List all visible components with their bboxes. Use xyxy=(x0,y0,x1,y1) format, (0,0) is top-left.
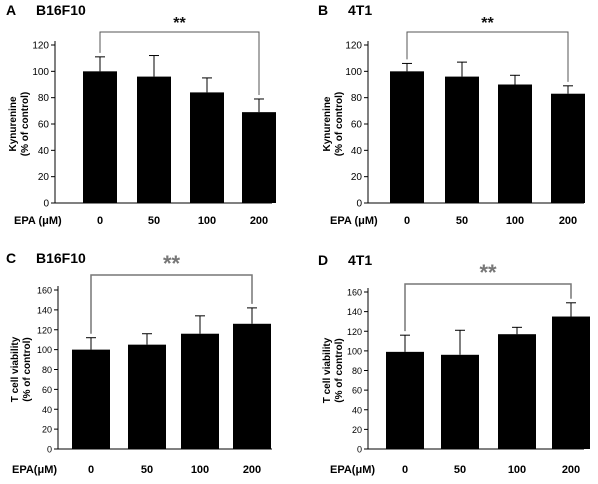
y-tick-label: 140 xyxy=(347,307,362,317)
y-tick-label: 20 xyxy=(351,172,363,183)
y-tick-label: 60 xyxy=(352,386,362,396)
y-tick-label: 40 xyxy=(352,405,362,415)
x-tick-label: 50 xyxy=(141,464,153,476)
y-tick-label: 0 xyxy=(43,199,49,210)
y-axis-label: Kynurenine xyxy=(8,96,19,151)
panel-letter: B xyxy=(318,2,328,18)
x-tick-label: 0 xyxy=(402,464,408,476)
y-tick-label: 140 xyxy=(37,305,52,315)
panel-title: 4T1 xyxy=(348,2,372,18)
bar-50 xyxy=(128,344,166,449)
x-tick-label: 100 xyxy=(191,464,209,476)
x-tick-label: 100 xyxy=(506,215,524,227)
y-tick-label: 60 xyxy=(351,120,363,131)
x-tick-label: 50 xyxy=(456,215,468,227)
significance-stars: ** xyxy=(479,260,497,285)
x-tick-label: 100 xyxy=(198,215,216,227)
x-tick-label: 200 xyxy=(562,464,580,476)
y-tick-label: 40 xyxy=(42,405,52,415)
bar-0 xyxy=(83,71,117,203)
x-axis-label: EPA (μM) xyxy=(330,215,378,227)
significance-bracket xyxy=(406,31,569,82)
x-tick-label: 0 xyxy=(88,464,94,476)
bar-100 xyxy=(181,333,219,449)
significance-stars: ** xyxy=(173,15,186,32)
bar-100 xyxy=(498,84,532,203)
y-tick-label: 20 xyxy=(42,425,52,435)
y-tick-label: 0 xyxy=(356,199,362,210)
y-axis-label: (% of control) xyxy=(22,337,33,401)
y-tick-label: 20 xyxy=(38,172,50,183)
bar-200 xyxy=(551,93,585,203)
bar-50 xyxy=(137,76,171,203)
y-tick-label: 80 xyxy=(352,366,362,376)
y-tick-label: 20 xyxy=(352,425,362,435)
significance-bracket xyxy=(404,283,572,332)
x-tick-label: 200 xyxy=(243,464,261,476)
x-axis-label: EPA (μM) xyxy=(14,215,62,227)
y-tick-label: 160 xyxy=(37,286,52,296)
bar-50 xyxy=(445,76,479,203)
y-tick-label: 60 xyxy=(38,120,50,131)
significance-stars: ** xyxy=(163,251,181,276)
y-tick-label: 0 xyxy=(47,445,52,455)
x-tick-label: 200 xyxy=(250,215,268,227)
panel-letter: C xyxy=(6,250,16,266)
significance-bracket xyxy=(90,274,253,334)
panel-title: 4T1 xyxy=(348,252,372,268)
y-axis-label: (% of control) xyxy=(334,92,345,156)
panel-title: B16F10 xyxy=(36,250,86,266)
bar-0 xyxy=(72,349,110,449)
x-tick-label: 50 xyxy=(454,464,466,476)
bar-50 xyxy=(441,354,479,449)
bar-0 xyxy=(390,71,424,203)
x-axis-label: EPA(μM) xyxy=(330,464,375,476)
y-axis-label: T cell viability xyxy=(322,337,333,403)
y-axis-label: T cell viability xyxy=(10,336,21,402)
y-tick-label: 40 xyxy=(38,146,50,157)
x-tick-label: 50 xyxy=(148,215,160,227)
y-tick-label: 80 xyxy=(42,365,52,375)
y-tick-label: 160 xyxy=(347,288,362,298)
panel-d: D 4T1 T cell viability (% of control) 0 20 40 6… xyxy=(318,252,590,476)
y-axis-label: (% of control) xyxy=(334,338,345,402)
panel-letter: A xyxy=(6,2,16,18)
bar-100 xyxy=(498,334,536,449)
y-tick-label: 100 xyxy=(345,67,362,78)
bar-200 xyxy=(242,112,276,203)
y-tick-label: 120 xyxy=(37,325,52,335)
significance-stars: ** xyxy=(481,15,494,32)
panel-a: A B16F10 Kynurenine (% of control) 0 20 40 60 80… xyxy=(6,2,276,227)
y-axis-label: (% of control) xyxy=(20,92,31,156)
y-tick-label: 0 xyxy=(357,445,362,455)
panel-c: C B16F10 T cell viability (% of control) 0 20… xyxy=(6,250,272,476)
panel-title: B16F10 xyxy=(36,2,86,18)
y-tick-label: 120 xyxy=(345,41,362,52)
bar-200 xyxy=(233,323,271,449)
y-tick-label: 80 xyxy=(351,93,363,104)
y-tick-label: 120 xyxy=(347,327,362,337)
y-tick-label: 80 xyxy=(38,93,50,104)
x-tick-label: 0 xyxy=(97,215,103,227)
bar-0 xyxy=(386,351,424,449)
y-tick-label: 40 xyxy=(351,146,363,157)
bar-200 xyxy=(552,316,590,449)
y-tick-label: 100 xyxy=(32,67,49,78)
y-tick-label: 120 xyxy=(32,41,49,52)
y-tick-label: 100 xyxy=(37,345,52,355)
x-tick-label: 100 xyxy=(508,464,526,476)
y-tick-label: 100 xyxy=(347,346,362,356)
panel-b: B 4T1 Kynurenine (% of control) 0 20 40 60 80 100… xyxy=(318,2,585,227)
x-tick-label: 0 xyxy=(404,215,410,227)
y-tick-label: 60 xyxy=(42,385,52,395)
y-axis-label: Kynurenine xyxy=(322,96,333,151)
panel-letter: D xyxy=(318,252,328,268)
x-axis-label: EPA(μM) xyxy=(12,464,57,476)
significance-bracket xyxy=(99,31,260,95)
x-tick-label: 200 xyxy=(559,215,577,227)
bar-100 xyxy=(190,92,224,203)
